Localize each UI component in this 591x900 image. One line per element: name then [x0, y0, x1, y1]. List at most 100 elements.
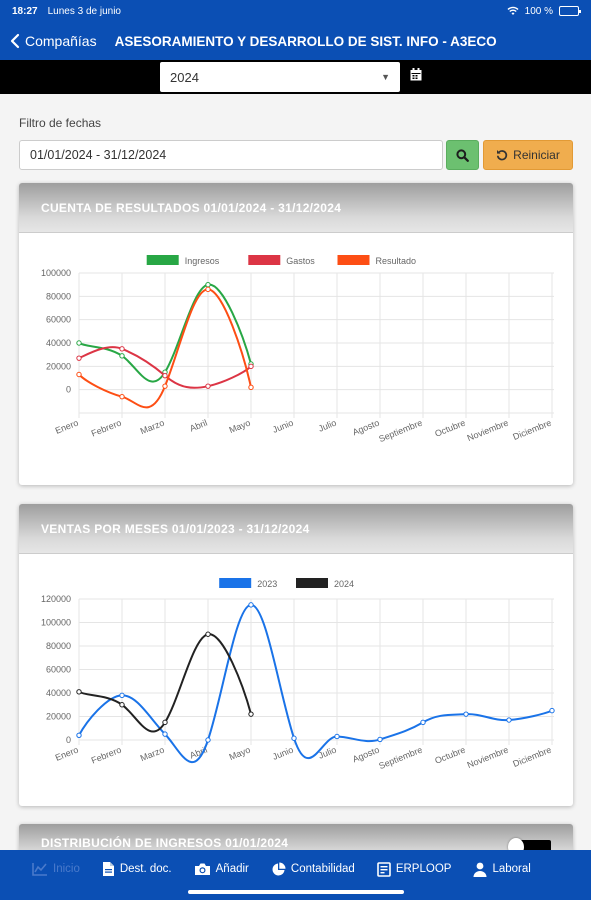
tab-dest-doc[interactable]: Dest. doc. — [102, 861, 172, 877]
y-tick-label: 0 — [66, 735, 71, 745]
data-point — [162, 372, 168, 379]
person-icon — [473, 862, 487, 877]
year-bar: 2024 ▼ — [0, 60, 591, 94]
x-tick-label: Marzo — [139, 745, 166, 764]
tab-label: ERPLOOP — [395, 863, 452, 875]
data-point — [291, 735, 297, 741]
legend-label: Gastos — [286, 256, 315, 266]
x-tick-label: Diciembre — [511, 745, 552, 769]
x-tick-label: Enero — [54, 418, 80, 436]
y-tick-label: 40000 — [46, 338, 71, 348]
data-point — [248, 384, 254, 391]
undo-icon — [497, 150, 508, 161]
series-line — [78, 283, 252, 383]
results-chart: Ingresos Gastos Resultado 100000 80000 60000 4… — [41, 255, 554, 444]
tab-bar: Inicio Dest. doc. Añadir Contabilidad ER… — [0, 850, 591, 900]
y-tick-label: 60000 — [46, 665, 71, 675]
data-point — [248, 363, 254, 370]
data-point — [205, 737, 211, 743]
data-point — [205, 383, 211, 389]
data-point — [506, 717, 512, 723]
tab-anadir[interactable]: Añadir — [194, 862, 249, 876]
tab-laboral[interactable]: Laboral — [473, 862, 531, 877]
tab-label: Añadir — [215, 863, 249, 875]
series-line — [78, 603, 553, 764]
sales-card: VENTAS POR MESES 01/01/2023 - 31/12/2024… — [19, 504, 573, 806]
tab-erploop[interactable]: ERPLOOP — [377, 861, 452, 877]
x-tick-label: Mayo — [228, 418, 252, 436]
y-tick-label: 80000 — [46, 641, 71, 651]
series-line — [78, 633, 252, 733]
y-tick-label: 40000 — [46, 688, 71, 698]
legend-label: Ingresos — [185, 256, 220, 266]
home-indicator — [188, 890, 404, 894]
x-tick-label: Octubre — [433, 745, 466, 766]
x-tick-label: Enero — [54, 745, 80, 763]
status-right: 100 % — [507, 5, 581, 17]
x-tick-label: Octubre — [433, 418, 466, 439]
data-point — [549, 707, 555, 714]
x-tick-label: Septiembre — [377, 745, 423, 772]
legend-swatch — [248, 255, 281, 265]
legend-item: Ingresos — [146, 255, 220, 266]
caret-down-icon: ▼ — [381, 72, 390, 82]
legend-item: Gastos — [248, 255, 315, 266]
data-point — [162, 719, 168, 726]
tab-contabilidad[interactable]: Contabilidad — [271, 862, 355, 877]
x-tick-label: Junio — [271, 745, 295, 762]
data-point — [420, 719, 426, 726]
data-point — [119, 353, 125, 359]
year-select[interactable]: 2024 ▼ — [160, 62, 400, 92]
x-tick-label: Abril — [188, 418, 208, 434]
data-point — [76, 340, 82, 346]
search-button[interactable] — [446, 140, 479, 170]
data-point — [76, 371, 82, 378]
x-tick-label: Noviembre — [466, 418, 510, 444]
y-tick-label: 60000 — [46, 315, 71, 325]
data-point — [119, 692, 125, 699]
y-tick-label: 0 — [66, 385, 71, 395]
status-date: Lunes 3 de junio — [47, 5, 121, 17]
reset-label: Reiniciar — [513, 148, 560, 162]
search-icon — [456, 148, 469, 162]
erp-icon — [377, 861, 391, 877]
legend-item: 2024 — [296, 578, 354, 589]
data-point — [248, 602, 254, 608]
income-card: DISTRIBUCIÓN DE INGRESOS 01/01/2024 — [19, 824, 573, 850]
tab-label: Laboral — [492, 863, 531, 875]
results-card-title: CUENTA DE RESULTADOS 01/01/2024 - 31/12/… — [19, 183, 573, 233]
back-label: Compañías — [25, 33, 97, 49]
data-point — [205, 631, 211, 637]
data-point — [119, 393, 125, 400]
legend-label: 2024 — [334, 579, 354, 589]
tab-label: Inicio — [53, 863, 80, 875]
data-point — [119, 346, 125, 352]
data-point — [205, 281, 211, 288]
page-title: ASESORAMIENTO Y DESARROLLO DE SIST. INFO… — [114, 33, 497, 49]
x-tick-label: Diciembre — [511, 418, 552, 442]
x-tick-label: Marzo — [139, 418, 166, 437]
x-tick-label: Febrero — [90, 745, 123, 766]
legend-label: 2023 — [257, 579, 277, 589]
data-point — [248, 711, 254, 717]
results-card: CUENTA DE RESULTADOS 01/01/2024 - 31/12/… — [19, 183, 573, 485]
data-point — [162, 731, 168, 737]
chart-toggle[interactable] — [508, 838, 551, 850]
y-tick-label: 20000 — [46, 712, 71, 722]
calendar-icon[interactable] — [410, 68, 422, 81]
tab-inicio[interactable]: Inicio — [32, 862, 80, 876]
date-range-input[interactable]: 01/01/2024 - 31/12/2024 — [19, 140, 443, 170]
back-button[interactable]: Compañías — [0, 33, 97, 49]
data-point — [205, 286, 211, 293]
data-point — [334, 733, 340, 740]
document-icon — [102, 862, 114, 876]
sales-chart: 2023 2024 120000 100000 80000 60000 40000 20000… — [41, 578, 555, 772]
income-card-title: DISTRIBUCIÓN DE INGRESOS 01/01/2024 — [19, 824, 573, 850]
reset-button[interactable]: Reiniciar — [483, 140, 573, 170]
tab-label: Dest. doc. — [119, 863, 172, 875]
battery-percent: 100 % — [524, 5, 553, 17]
tab-label: Contabilidad — [290, 863, 355, 875]
legend-swatch — [337, 255, 370, 265]
data-point — [377, 736, 383, 743]
wifi-icon — [507, 6, 519, 15]
